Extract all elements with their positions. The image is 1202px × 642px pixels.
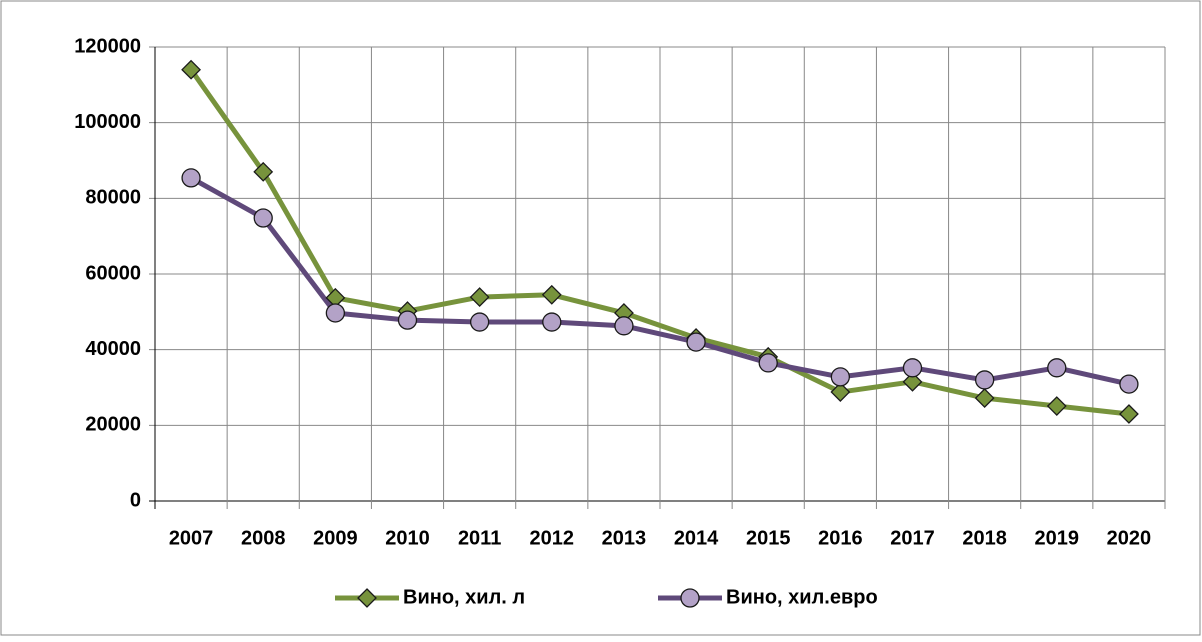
data-point	[1119, 374, 1139, 394]
x-tick-label: 2011	[458, 527, 501, 549]
data-point	[181, 59, 201, 80]
data-point	[1047, 358, 1067, 378]
series-line	[189, 175, 1130, 387]
y-tick-label: 120000	[74, 35, 141, 57]
data-point	[397, 310, 418, 330]
data-point	[542, 312, 562, 332]
data-point	[974, 370, 995, 390]
data-point	[686, 332, 706, 352]
data-point	[469, 312, 490, 332]
y-tick-label: 0	[130, 489, 141, 511]
x-tick-label: 2015	[746, 527, 791, 549]
y-tick-label: 40000	[85, 338, 141, 360]
y-tick-label: 60000	[85, 262, 141, 284]
data-point	[1046, 396, 1067, 416]
data-point	[469, 287, 490, 307]
x-tick-label: 2008	[241, 527, 286, 549]
series-line	[189, 68, 1130, 417]
data-point	[253, 161, 274, 182]
data-point	[902, 358, 923, 378]
x-tick-label: 2012	[530, 527, 575, 549]
data-point	[902, 371, 923, 392]
legend-label: Вино, хил.евро	[726, 586, 878, 608]
data-point	[253, 208, 273, 228]
x-tick-label: 2014	[674, 527, 719, 549]
x-tick-label: 2017	[890, 527, 935, 549]
legend-label: Вино, хил. л	[403, 586, 525, 608]
y-tick-label: 20000	[85, 414, 141, 436]
data-point	[830, 367, 851, 387]
data-point	[1119, 404, 1139, 424]
x-tick-label: 2020	[1107, 527, 1152, 549]
legend-marker	[680, 588, 700, 608]
data-point	[758, 353, 778, 373]
x-tick-label: 2007	[169, 527, 214, 549]
x-tick-label: 2018	[962, 527, 1007, 549]
data-point	[830, 382, 851, 402]
data-point	[974, 388, 995, 409]
x-tick-label: 2016	[818, 527, 863, 549]
data-point	[181, 168, 201, 188]
x-tick-label: 2013	[602, 527, 647, 549]
data-point	[541, 284, 562, 305]
y-tick-label: 80000	[85, 187, 141, 209]
data-point	[325, 303, 346, 323]
data-point	[614, 316, 634, 336]
x-tick-label: 2009	[313, 527, 358, 549]
legend-marker	[357, 588, 377, 608]
x-tick-label: 2010	[385, 527, 430, 549]
y-tick-label: 100000	[74, 111, 141, 133]
x-tick-label: 2019	[1035, 527, 1080, 549]
